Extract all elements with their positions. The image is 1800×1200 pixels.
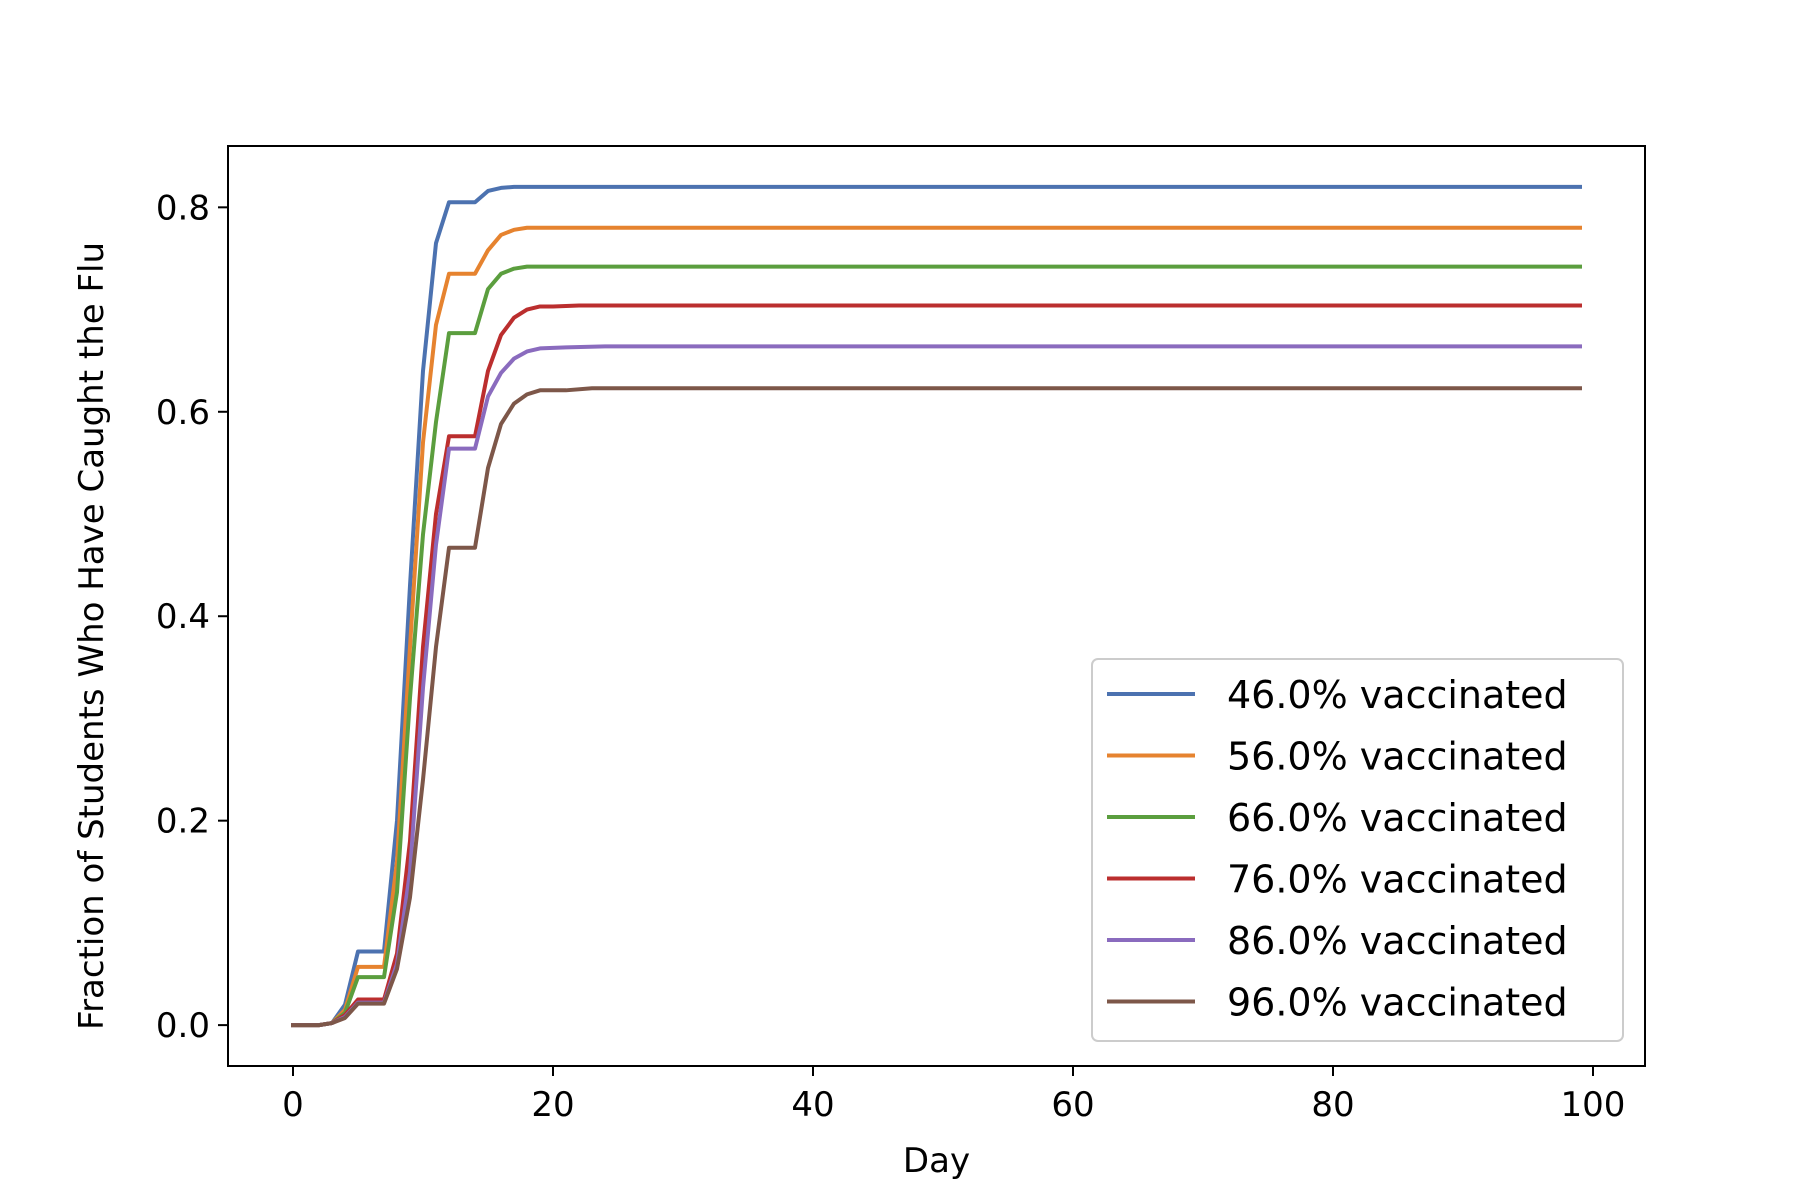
y-axis-label: Fraction of Students Who Have Caught the… <box>72 242 112 1030</box>
y-ticks: 0.0 0.2 0.4 0.6 0.8 <box>156 188 228 1046</box>
legend-items: 46.0% vaccinated 56.0% vaccinated 66.0% va… <box>1107 673 1568 1025</box>
x-tick-label: 20 <box>531 1085 574 1125</box>
legend-label: 76.0% vaccinated <box>1227 858 1568 902</box>
y-tick-label: 0.0 <box>156 1006 210 1046</box>
series-line-6 <box>291 386 1582 1028</box>
legend-label: 86.0% vaccinated <box>1227 919 1568 963</box>
axes-frame <box>227 145 1646 1067</box>
x-axis-label: Day <box>903 1141 970 1181</box>
x-tick-label: 40 <box>791 1085 834 1125</box>
x-tick-label: 100 <box>1561 1085 1626 1125</box>
legend-box <box>1091 658 1624 1042</box>
legend: 46.0% vaccinated 56.0% vaccinated 66.0% va… <box>1091 658 1624 1042</box>
y-tick-label: 0.4 <box>156 597 210 637</box>
series-layer <box>291 184 1582 1028</box>
y-tick-label: 0.2 <box>156 802 210 842</box>
legend-label: 96.0% vaccinated <box>1227 981 1568 1025</box>
x-ticks: 0 20 40 60 80 100 <box>282 1066 1625 1125</box>
x-tick-label: 0 <box>282 1085 304 1125</box>
y-tick-label: 0.6 <box>156 393 210 433</box>
legend-label: 56.0% vaccinated <box>1227 735 1568 779</box>
x-tick-label: 80 <box>1311 1085 1354 1125</box>
legend-label: 66.0% vaccinated <box>1227 796 1568 840</box>
y-tick-label: 0.8 <box>156 188 210 228</box>
x-tick-label: 60 <box>1051 1085 1094 1125</box>
legend-label: 46.0% vaccinated <box>1227 673 1568 717</box>
